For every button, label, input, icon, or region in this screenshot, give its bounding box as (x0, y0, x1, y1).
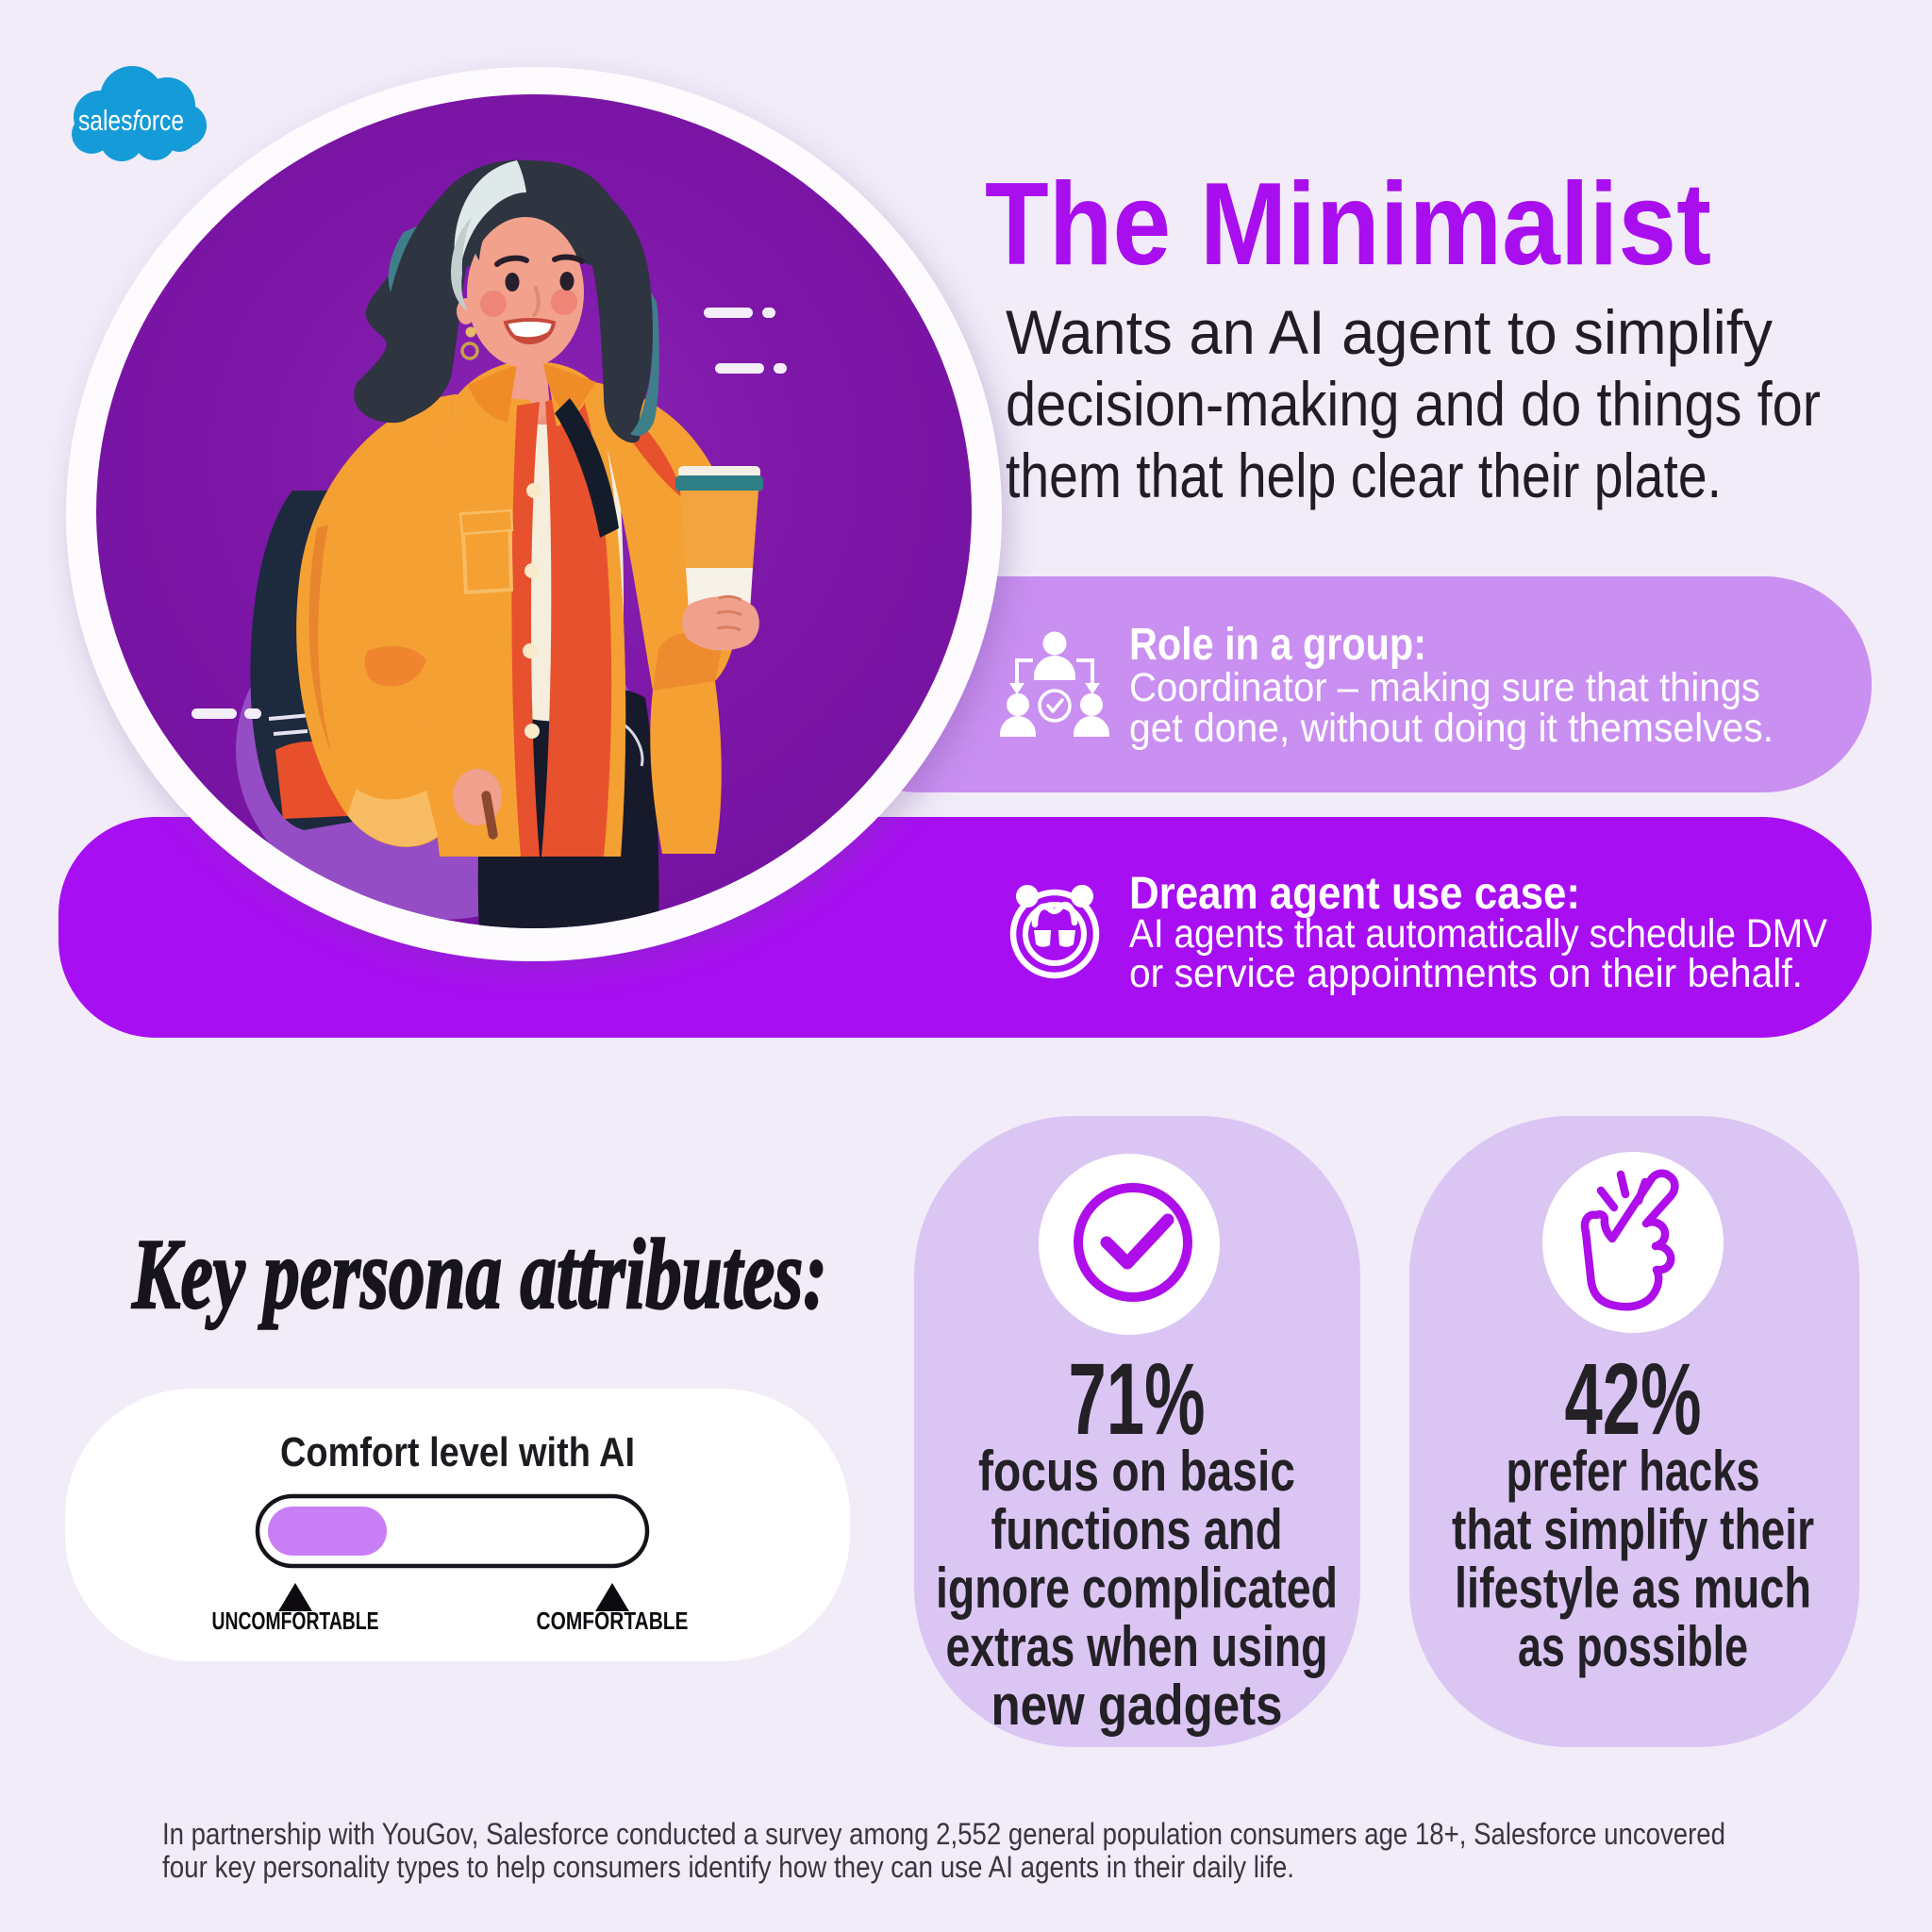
svg-text:get done, without doing it the: get done, without doing it themselves. (1129, 706, 1774, 751)
svg-text:four key personality types to: four key personality types to help consu… (162, 1850, 1294, 1884)
svg-text:prefer hacks: prefer hacks (1507, 1440, 1760, 1503)
svg-text:COMFORTABLE: COMFORTABLE (537, 1607, 689, 1635)
svg-text:AI agents that automatically s: AI agents that automatically schedule DM… (1129, 911, 1827, 957)
svg-text:decision-making and do things: decision-making and do things for (1006, 369, 1821, 439)
svg-text:extras when using: extras when using (946, 1615, 1328, 1678)
svg-text:that simplify their: that simplify their (1452, 1498, 1814, 1561)
svg-text:functions and: functions and (991, 1498, 1283, 1561)
svg-text:42%: 42% (1565, 1341, 1702, 1456)
svg-text:them that help clear their pla: them that help clear their plate. (1006, 441, 1722, 510)
svg-text:Coordinator – making sure that: Coordinator – making sure that things (1129, 665, 1760, 710)
svg-text:focus on basic: focus on basic (978, 1440, 1295, 1503)
svg-text:ignore complicated: ignore complicated (936, 1557, 1338, 1620)
svg-text:UNCOMFORTABLE: UNCOMFORTABLE (212, 1607, 379, 1635)
svg-text:Wants an AI agent to simplify: Wants an AI agent to simplify (1006, 297, 1773, 367)
svg-text:Key persona attributes:: Key persona attributes: (131, 1219, 827, 1329)
svg-text:salesforce: salesforce (78, 104, 184, 137)
svg-text:Dream agent use case:: Dream agent use case: (1129, 869, 1580, 919)
svg-text:lifestyle as much: lifestyle as much (1455, 1557, 1811, 1620)
svg-text:as possible: as possible (1518, 1615, 1748, 1678)
svg-text:71%: 71% (1069, 1341, 1206, 1456)
svg-text:or service appointments on the: or service appointments on their behalf. (1129, 951, 1803, 996)
svg-text:Comfort level with AI: Comfort level with AI (280, 1429, 635, 1475)
svg-text:The Minimalist: The Minimalist (985, 159, 1711, 290)
svg-text:Role in a group:: Role in a group: (1129, 620, 1426, 670)
svg-text:new gadgets: new gadgets (991, 1674, 1283, 1737)
svg-text:In partnership with YouGov, Sa: In partnership with YouGov, Salesforce c… (162, 1817, 1725, 1851)
